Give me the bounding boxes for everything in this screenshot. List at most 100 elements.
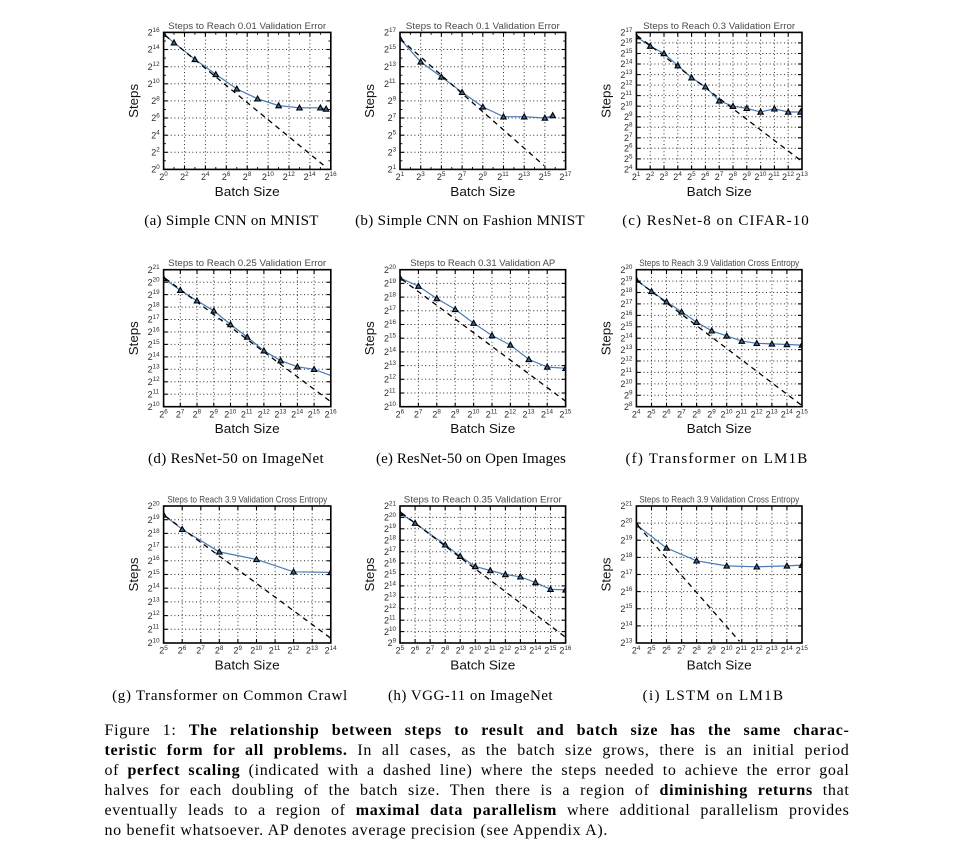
svg-text:215: 215 xyxy=(620,48,633,59)
svg-text:26: 26 xyxy=(662,645,671,656)
svg-text:218: 218 xyxy=(384,535,397,546)
svg-text:214: 214 xyxy=(781,409,794,420)
svg-text:28: 28 xyxy=(215,645,224,656)
svg-text:213: 213 xyxy=(620,69,633,80)
svg-text:Batch Size: Batch Size xyxy=(687,658,752,673)
svg-text:211: 211 xyxy=(384,387,396,398)
svg-text:28: 28 xyxy=(729,171,738,182)
svg-text:215: 215 xyxy=(620,321,633,332)
svg-text:211: 211 xyxy=(736,645,748,656)
svg-text:26: 26 xyxy=(662,409,671,420)
svg-text:214: 214 xyxy=(529,645,542,656)
svg-text:212: 212 xyxy=(384,374,397,385)
svg-text:220: 220 xyxy=(620,264,633,275)
svg-text:218: 218 xyxy=(148,528,161,539)
svg-text:214: 214 xyxy=(620,620,633,631)
svg-text:210: 210 xyxy=(754,171,767,182)
svg-text:Batch Size: Batch Size xyxy=(450,421,515,436)
svg-text:26: 26 xyxy=(396,409,405,420)
svg-text:213: 213 xyxy=(523,409,536,420)
svg-text:25: 25 xyxy=(159,645,168,656)
svg-text:212: 212 xyxy=(751,645,764,656)
svg-text:27: 27 xyxy=(176,409,185,420)
svg-text:23: 23 xyxy=(416,171,425,182)
svg-text:26: 26 xyxy=(159,409,168,420)
svg-text:24: 24 xyxy=(151,130,160,141)
svg-text:215: 215 xyxy=(308,409,321,420)
svg-text:26: 26 xyxy=(151,112,160,123)
svg-text:216: 216 xyxy=(325,409,338,420)
svg-text:213: 213 xyxy=(148,596,161,607)
svg-text:212: 212 xyxy=(751,409,764,420)
svg-text:25: 25 xyxy=(437,171,446,182)
svg-text:28: 28 xyxy=(193,409,202,420)
svg-text:25: 25 xyxy=(687,171,696,182)
svg-text:213: 213 xyxy=(306,645,319,656)
svg-text:213: 213 xyxy=(148,364,161,375)
svg-text:215: 215 xyxy=(384,569,397,580)
svg-text:211: 211 xyxy=(736,409,748,420)
svg-text:29: 29 xyxy=(451,409,460,420)
svg-text:24: 24 xyxy=(201,171,210,182)
svg-text:213: 213 xyxy=(274,409,287,420)
svg-text:Steps: Steps xyxy=(362,557,377,592)
svg-text:211: 211 xyxy=(384,78,396,89)
svg-text:25: 25 xyxy=(647,409,656,420)
svg-text:212: 212 xyxy=(620,80,633,91)
svg-text:214: 214 xyxy=(304,171,317,182)
svg-text:25: 25 xyxy=(624,153,633,164)
svg-text:213: 213 xyxy=(384,592,397,603)
svg-text:Steps to Reach 0.3 Validation: Steps to Reach 0.3 Validation Error xyxy=(643,21,795,31)
svg-text:Steps: Steps xyxy=(126,557,141,592)
svg-text:Batch Size: Batch Size xyxy=(687,184,752,199)
svg-text:217: 217 xyxy=(148,542,161,553)
svg-text:Steps: Steps xyxy=(126,83,141,118)
svg-text:20: 20 xyxy=(159,171,168,182)
svg-text:Batch Size: Batch Size xyxy=(450,658,515,673)
svg-text:210: 210 xyxy=(721,645,734,656)
svg-text:216: 216 xyxy=(148,555,161,566)
svg-text:Steps: Steps xyxy=(599,557,614,592)
svg-text:221: 221 xyxy=(148,264,161,275)
svg-text:217: 217 xyxy=(559,171,572,182)
svg-text:216: 216 xyxy=(559,645,572,656)
svg-text:221: 221 xyxy=(620,500,633,511)
svg-text:210: 210 xyxy=(148,78,161,89)
svg-text:217: 217 xyxy=(384,546,397,557)
svg-text:24: 24 xyxy=(632,645,641,656)
svg-text:213: 213 xyxy=(620,344,633,355)
svg-text:212: 212 xyxy=(620,355,633,366)
svg-text:26: 26 xyxy=(411,645,420,656)
svg-text:221: 221 xyxy=(384,500,397,511)
svg-text:27: 27 xyxy=(426,645,435,656)
svg-text:25: 25 xyxy=(388,130,397,141)
svg-text:210: 210 xyxy=(250,645,263,656)
svg-text:Steps: Steps xyxy=(362,83,377,118)
svg-text:216: 216 xyxy=(384,558,397,569)
svg-text:23: 23 xyxy=(388,147,397,158)
svg-text:211: 211 xyxy=(148,624,160,635)
svg-text:26: 26 xyxy=(701,171,710,182)
svg-text:216: 216 xyxy=(148,27,161,38)
svg-text:215: 215 xyxy=(796,409,809,420)
svg-text:213: 213 xyxy=(620,637,633,648)
svg-text:217: 217 xyxy=(384,27,397,38)
svg-text:210: 210 xyxy=(469,645,482,656)
svg-text:219: 219 xyxy=(620,535,633,546)
svg-text:216: 216 xyxy=(620,310,633,321)
svg-text:29: 29 xyxy=(624,111,633,122)
svg-text:215: 215 xyxy=(384,333,397,344)
svg-text:211: 211 xyxy=(241,409,253,420)
svg-text:213: 213 xyxy=(384,61,397,72)
svg-text:28: 28 xyxy=(692,409,701,420)
svg-text:215: 215 xyxy=(539,171,552,182)
svg-text:Steps: Steps xyxy=(599,321,614,356)
svg-text:213: 213 xyxy=(514,645,527,656)
svg-text:216: 216 xyxy=(384,319,397,330)
svg-text:26: 26 xyxy=(222,171,231,182)
svg-text:29: 29 xyxy=(388,95,397,106)
svg-text:211: 211 xyxy=(497,171,509,182)
svg-text:24: 24 xyxy=(673,171,682,182)
svg-text:214: 214 xyxy=(148,583,161,594)
svg-text:211: 211 xyxy=(269,645,281,656)
